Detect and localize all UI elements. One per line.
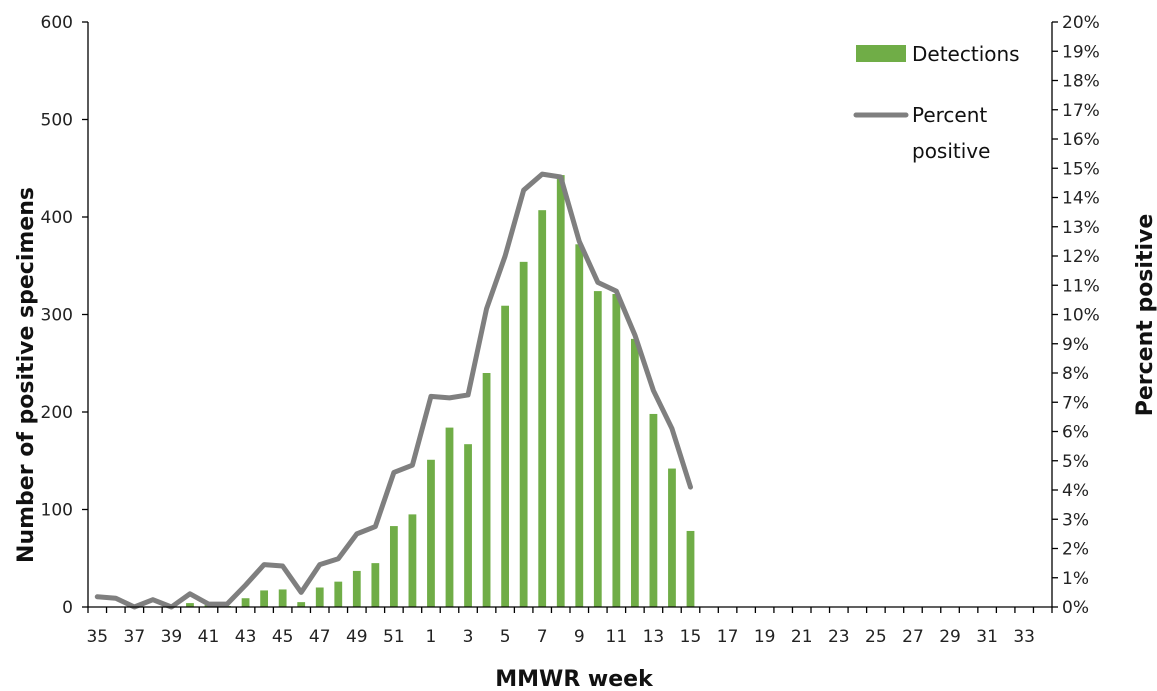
y2-tick-label-2: 2% bbox=[1062, 540, 1089, 560]
y-tick-label-100: 100 bbox=[41, 501, 73, 521]
x-tick-label-25: 25 bbox=[865, 627, 887, 647]
detections-bar-week-9 bbox=[575, 244, 584, 608]
legend-detections-label: Detections bbox=[912, 42, 1020, 66]
detections-bar-week-48 bbox=[334, 581, 343, 607]
x-tick-label-15: 15 bbox=[680, 627, 702, 647]
y-tick-label-0: 0 bbox=[62, 598, 73, 618]
y2-tick-label-7: 7% bbox=[1062, 393, 1089, 413]
x-tick-label-1: 1 bbox=[426, 627, 437, 647]
x-tick-label-11: 11 bbox=[606, 627, 628, 647]
axes bbox=[87, 22, 1053, 608]
y2-tick-label-4: 4% bbox=[1062, 481, 1089, 501]
detections-bar-week-10 bbox=[593, 291, 602, 607]
y-tick-label-200: 200 bbox=[41, 403, 73, 423]
x-tick-label-35: 35 bbox=[86, 627, 108, 647]
y2-tick-label-6: 6% bbox=[1062, 423, 1089, 443]
y2-tick-label-14: 14% bbox=[1062, 189, 1100, 209]
right-axis-ticks: 0% 1% 2% 3% 4% 5% 6% 7% 8% 9% 10% 11% 12% 13% 14% 15% 16… bbox=[1052, 13, 1100, 618]
y2-tick-label-10: 10% bbox=[1062, 306, 1100, 326]
detections-bar-week-7 bbox=[538, 210, 547, 607]
x-tick-label-49: 49 bbox=[346, 627, 368, 647]
y-tick-label-600: 600 bbox=[41, 13, 73, 33]
x-tick-label-5: 5 bbox=[500, 627, 511, 647]
detections-bar-week-43 bbox=[241, 598, 250, 607]
detections-bar-week-15 bbox=[686, 530, 695, 607]
detections-bar-week-12 bbox=[630, 338, 639, 608]
y2-tick-label-5: 5% bbox=[1062, 452, 1089, 472]
x-tick-label-51: 51 bbox=[383, 627, 405, 647]
detections-bar-week-49 bbox=[352, 570, 361, 607]
y2-tick-label-9: 9% bbox=[1062, 335, 1089, 355]
detections-bar-week-1 bbox=[427, 459, 435, 607]
legend-percent-positive-line-1: Percent bbox=[912, 103, 987, 127]
x-tick-label-39: 39 bbox=[161, 627, 183, 647]
left-axis-ticks: 0 100 200 300 400 500 600 bbox=[41, 13, 88, 618]
y2-tick-label-16: 16% bbox=[1062, 130, 1100, 150]
y2-tick-label-3: 3% bbox=[1062, 510, 1089, 530]
detections-bar-week-5 bbox=[501, 305, 510, 607]
detections-bar-week-13 bbox=[649, 413, 658, 607]
detections-bar-week-44 bbox=[260, 590, 269, 607]
y2-tick-label-1: 1% bbox=[1062, 569, 1089, 589]
y2-tick-label-18: 18% bbox=[1062, 72, 1100, 92]
detections-bar-week-6 bbox=[519, 261, 528, 607]
detections-bars bbox=[186, 175, 695, 608]
detections-bar-week-40 bbox=[186, 603, 194, 607]
detections-bar-week-11 bbox=[612, 294, 621, 607]
legend: Detections Percent positive bbox=[853, 42, 1020, 163]
x-tick-label-45: 45 bbox=[272, 627, 294, 647]
x-axis-title: MMWR week bbox=[495, 667, 654, 691]
y-tick-label-500: 500 bbox=[41, 111, 73, 131]
detections-bar-week-52 bbox=[408, 514, 417, 608]
y2-tick-label-17: 17% bbox=[1062, 101, 1100, 121]
y-axis-title: Number of positive specimens bbox=[14, 187, 39, 563]
y2-tick-label-0: 0% bbox=[1062, 598, 1089, 618]
detections-bar-week-51 bbox=[389, 526, 398, 607]
detections-bar-week-2 bbox=[445, 427, 454, 607]
x-tick-label-27: 27 bbox=[902, 627, 924, 647]
y2-tick-label-8: 8% bbox=[1062, 364, 1089, 384]
x-tick-label-17: 17 bbox=[717, 627, 739, 647]
detections-bar-week-14 bbox=[668, 468, 676, 607]
x-tick-label-43: 43 bbox=[235, 627, 257, 647]
x-tick-label-19: 19 bbox=[754, 627, 776, 647]
x-tick-label-41: 41 bbox=[198, 627, 220, 647]
x-tick-label-33: 33 bbox=[1013, 627, 1035, 647]
y-tick-label-300: 300 bbox=[41, 306, 73, 326]
y2-axis-title: Percent positive bbox=[1133, 214, 1157, 417]
x-tick-label-31: 31 bbox=[976, 627, 998, 647]
detections-bar-week-50 bbox=[371, 563, 380, 608]
y2-tick-label-15: 15% bbox=[1062, 159, 1100, 179]
legend-percent-positive-line-2: positive bbox=[912, 139, 990, 163]
x-tick-label-29: 29 bbox=[939, 627, 961, 647]
detections-bar-week-45 bbox=[278, 589, 287, 607]
percent-positive-line bbox=[94, 171, 693, 610]
detections-bar-week-46 bbox=[297, 602, 306, 608]
x-tick-label-7: 7 bbox=[537, 627, 548, 647]
x-tick-label-13: 13 bbox=[643, 627, 665, 647]
detections-bar-week-47 bbox=[315, 587, 324, 607]
y2-tick-label-11: 11% bbox=[1062, 276, 1100, 296]
x-tick-label-23: 23 bbox=[828, 627, 850, 647]
y2-tick-label-12: 12% bbox=[1062, 247, 1100, 267]
x-tick-label-9: 9 bbox=[574, 627, 585, 647]
x-tick-label-47: 47 bbox=[309, 627, 331, 647]
legend-percent-positive-label: Percent positive bbox=[912, 103, 994, 163]
detections-bar-week-8 bbox=[556, 175, 565, 607]
detections-bar-week-4 bbox=[482, 373, 491, 607]
x-tick-label-37: 37 bbox=[124, 627, 146, 647]
y2-tick-label-13: 13% bbox=[1062, 218, 1100, 238]
percent-positive-line-layer bbox=[94, 171, 693, 610]
legend-detections-swatch bbox=[856, 45, 906, 62]
x-axis-ticks: 35 37 39 41 43 45 47 49 51 1 3 5 7 9 11 13 15 17 19 21 23 25 2… bbox=[86, 607, 1053, 647]
y-tick-label-400: 400 bbox=[41, 208, 73, 228]
detections-bar-week-3 bbox=[464, 444, 472, 607]
x-tick-label-3: 3 bbox=[463, 627, 474, 647]
y2-tick-label-20: 20% bbox=[1062, 13, 1100, 33]
x-tick-label-21: 21 bbox=[791, 627, 813, 647]
y2-tick-label-19: 19% bbox=[1062, 42, 1100, 62]
